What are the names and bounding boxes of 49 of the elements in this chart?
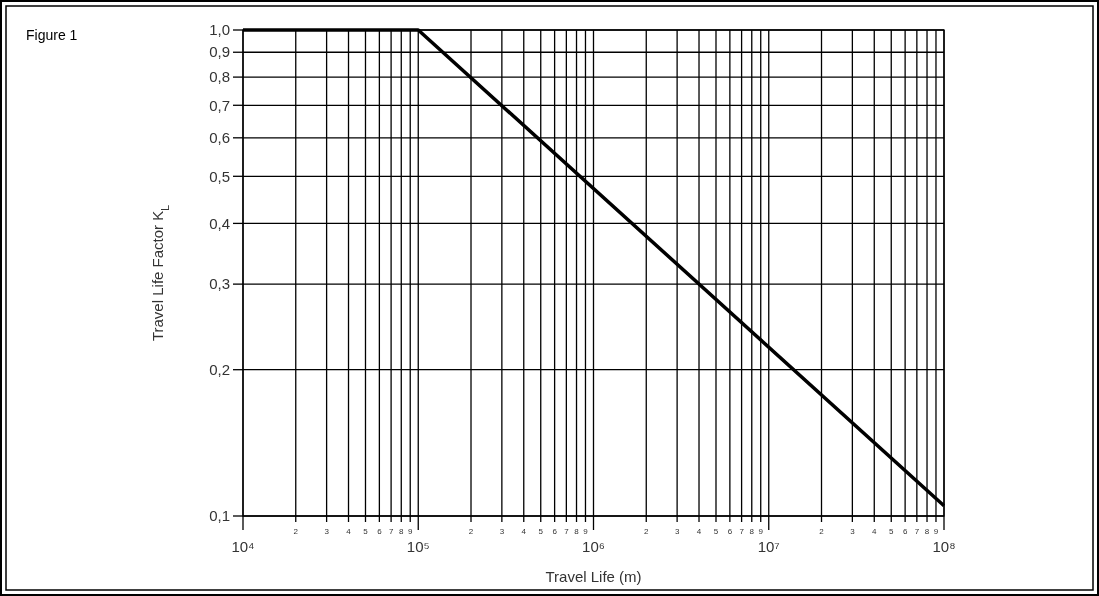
y-tick-label: 0,7 — [209, 96, 230, 114]
text: 5 — [713, 527, 719, 536]
text: 9 — [408, 527, 413, 536]
text: 8 — [749, 527, 755, 536]
text: 4 — [346, 527, 352, 536]
x-tick-label: 10⁸ — [932, 538, 956, 555]
text: 9 — [758, 527, 764, 536]
text: 3 — [674, 527, 680, 536]
text: 8 — [399, 527, 405, 536]
y-tick-label: 0,4 — [209, 214, 230, 232]
text: 4 — [521, 527, 527, 536]
text: 6 — [552, 527, 558, 536]
text: 6 — [902, 527, 908, 536]
text: 8 — [574, 527, 580, 536]
text: 7 — [564, 527, 570, 536]
y-tick-label: 0,8 — [209, 68, 230, 86]
text: 9 — [933, 527, 939, 536]
text: 7 — [914, 527, 920, 536]
text: 9 — [583, 527, 589, 536]
text: 2 — [293, 527, 299, 536]
y-tick-label: 0,9 — [209, 43, 230, 61]
y-tick-label: 0,2 — [209, 360, 230, 378]
text: 4 — [696, 527, 702, 536]
text: 2 — [644, 527, 650, 536]
text: 3 — [850, 527, 856, 536]
text: 8 — [924, 527, 930, 536]
x-tick-label: 10⁵ — [406, 538, 430, 555]
x-tick-label: 10⁶ — [582, 538, 605, 555]
text: 5 — [889, 527, 895, 536]
text: 6 — [377, 527, 383, 536]
text: 2 — [819, 527, 825, 536]
text: 3 — [324, 527, 330, 536]
x-tick-label: 10⁷ — [757, 538, 780, 555]
text: 7 — [388, 527, 394, 536]
text: 6 — [727, 527, 733, 536]
text: 7 — [739, 527, 745, 536]
text: 2 — [468, 527, 474, 536]
y-tick-label: 1,0 — [209, 21, 230, 39]
text: 3 — [499, 527, 505, 536]
y-tick-label: 0,6 — [209, 129, 230, 147]
y-tick-label: 0,1 — [209, 507, 230, 525]
y-tick-label: 0,3 — [209, 275, 230, 293]
text: 5 — [363, 527, 369, 536]
x-tick-label: 10⁴ — [231, 538, 255, 555]
text: 4 — [872, 527, 878, 536]
x-axis-title: Travel Life (m) — [545, 568, 642, 585]
text: 5 — [538, 527, 544, 536]
y-tick-label: 0,5 — [209, 167, 230, 185]
text: Figure 1 — [26, 27, 78, 43]
